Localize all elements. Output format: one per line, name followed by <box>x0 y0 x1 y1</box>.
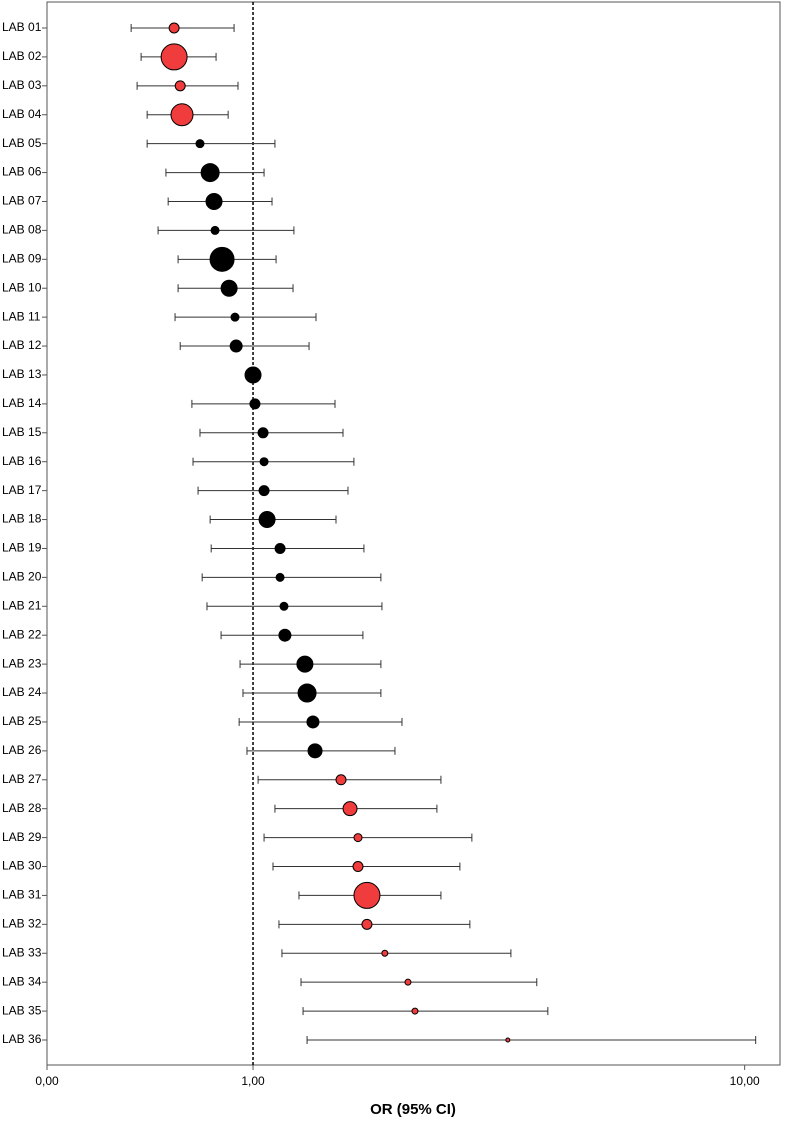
point <box>174 80 186 92</box>
y-tick-label: LAB 10 <box>2 280 42 294</box>
x-axis-title: OR (95% CI) <box>370 1101 456 1118</box>
y-tick-label: LAB 18 <box>2 512 42 526</box>
point <box>278 628 292 642</box>
point <box>411 1007 419 1015</box>
y-tick-label: LAB 08 <box>2 223 42 237</box>
x-tick-label: 0,00 <box>35 1074 59 1088</box>
y-tick-label: LAB 02 <box>2 49 42 63</box>
y-tick-label: LAB 33 <box>2 945 42 959</box>
y-tick-label: LAB 35 <box>2 1003 42 1017</box>
y-tick-label: LAB 34 <box>2 974 42 988</box>
y-tick-label: LAB 20 <box>2 570 42 584</box>
point <box>249 398 261 410</box>
plot-frame <box>46 1 781 1066</box>
y-tick-label: LAB 36 <box>2 1032 42 1046</box>
point <box>275 572 285 582</box>
point <box>170 103 194 127</box>
point <box>353 881 381 909</box>
point <box>209 246 235 272</box>
y-tick-label: LAB 06 <box>2 165 42 179</box>
y-tick-label: LAB 29 <box>2 830 42 844</box>
y-tick-label: LAB 14 <box>2 396 42 410</box>
point <box>229 339 243 353</box>
point <box>306 715 320 729</box>
point <box>307 743 323 759</box>
y-tick-label: LAB 11 <box>2 309 41 323</box>
y-tick-label: LAB 24 <box>2 685 42 699</box>
y-tick-label: LAB 27 <box>2 772 42 786</box>
point <box>210 225 220 235</box>
point <box>342 801 358 817</box>
point <box>279 601 289 611</box>
point <box>381 949 389 957</box>
point <box>296 655 314 673</box>
y-tick-label: LAB 32 <box>2 917 42 931</box>
y-tick-label: LAB 16 <box>2 454 42 468</box>
point <box>335 774 347 786</box>
y-tick-label: LAB 22 <box>2 627 42 641</box>
x-tick-label: 1,00 <box>241 1074 265 1088</box>
y-tick-label: LAB 26 <box>2 743 42 757</box>
y-tick-label: LAB 17 <box>2 483 42 497</box>
y-tick-label: LAB 25 <box>2 714 42 728</box>
y-tick-label: LAB 21 <box>2 598 42 612</box>
point <box>361 918 373 930</box>
point <box>195 139 205 149</box>
y-tick-label: LAB 13 <box>2 367 42 381</box>
y-tick-label: LAB 23 <box>2 656 42 670</box>
point <box>352 861 364 873</box>
point <box>297 683 317 703</box>
y-tick-label: LAB 05 <box>2 136 42 150</box>
point <box>274 542 286 554</box>
point <box>205 192 223 210</box>
y-tick-label: LAB 15 <box>2 425 42 439</box>
point <box>230 312 240 322</box>
y-tick-label: LAB 04 <box>2 107 42 121</box>
point <box>257 427 269 439</box>
y-tick-label: LAB 09 <box>2 251 42 265</box>
point <box>353 833 363 843</box>
y-tick-label: LAB 07 <box>2 194 42 208</box>
y-tick-label: LAB 19 <box>2 541 42 555</box>
y-tick-label: LAB 01 <box>2 20 42 34</box>
point <box>220 279 238 297</box>
point <box>505 1037 511 1043</box>
point <box>258 485 270 497</box>
y-tick-label: LAB 03 <box>2 78 42 92</box>
point <box>258 511 276 529</box>
point <box>160 43 188 71</box>
point <box>168 22 180 34</box>
y-tick-label: LAB 12 <box>2 338 42 352</box>
point <box>200 163 220 183</box>
y-tick-label: LAB 31 <box>2 888 42 902</box>
point <box>244 366 262 384</box>
point <box>259 457 269 467</box>
y-tick-label: LAB 30 <box>2 859 42 873</box>
point <box>404 978 412 986</box>
y-tick-label: LAB 28 <box>2 801 42 815</box>
x-tick-label: 10,00 <box>730 1074 760 1088</box>
